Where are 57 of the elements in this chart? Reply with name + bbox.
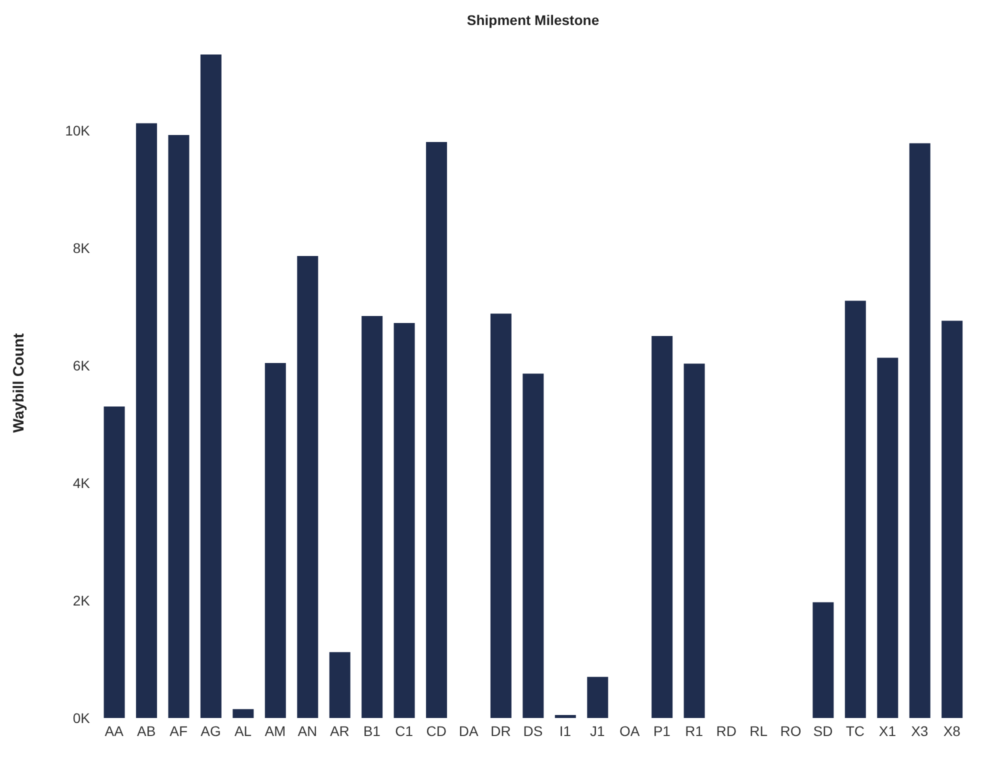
x-tick-label: I1 — [559, 722, 572, 739]
bar — [554, 715, 576, 718]
y-tick-label: 10K — [65, 122, 91, 138]
x-tick-label: AG — [200, 722, 221, 739]
bar — [200, 54, 222, 718]
x-tick-label: X8 — [943, 722, 961, 739]
bar — [264, 363, 286, 718]
x-tick-label: AF — [170, 722, 188, 739]
x-tick-label: C1 — [395, 722, 414, 739]
bar — [909, 143, 930, 718]
x-tick-label: AA — [104, 722, 124, 739]
x-tick-label: DS — [523, 722, 543, 739]
x-tick-label: RD — [716, 722, 736, 739]
y-axis-title: Waybill Count — [10, 333, 28, 433]
x-tick-label: DR — [490, 722, 511, 739]
y-tick-label: 0K — [72, 710, 91, 726]
x-tick-label: X1 — [878, 722, 896, 739]
bar — [942, 320, 963, 718]
bar — [362, 316, 383, 718]
x-tick-label: AM — [264, 722, 286, 739]
bar — [426, 142, 448, 718]
x-tick-label: AN — [298, 722, 318, 739]
bar — [394, 323, 415, 718]
x-tick-label: OA — [620, 722, 640, 739]
bar — [136, 123, 158, 718]
x-tick-label: P1 — [653, 722, 671, 739]
y-tick-label: 8K — [72, 240, 91, 256]
x-tick-label: J1 — [590, 722, 606, 739]
x-tick-label: AL — [234, 722, 252, 739]
x-tick-label: RL — [750, 722, 768, 739]
bar — [490, 314, 512, 718]
bar — [652, 336, 673, 718]
bar — [812, 602, 834, 718]
bar — [522, 374, 544, 718]
bar — [297, 256, 318, 718]
x-tick-label: CD — [426, 722, 446, 739]
y-tick-label: 6K — [72, 357, 91, 374]
bar — [844, 300, 866, 718]
y-tick-label: 4K — [72, 474, 91, 491]
x-tick-label: B1 — [363, 722, 381, 739]
x-tick-label: AR — [330, 722, 350, 739]
bar — [587, 676, 608, 718]
bar — [329, 652, 350, 718]
y-tick-label: 2K — [72, 592, 91, 608]
x-tick-label: RO — [780, 722, 802, 739]
bar — [232, 709, 254, 718]
x-tick-label: SD — [813, 722, 833, 739]
bar — [877, 358, 898, 718]
x-tick-label: AB — [136, 722, 156, 739]
x-tick-label: TC — [846, 722, 865, 739]
x-tick-label: X3 — [911, 722, 928, 739]
chart-title: Shipment Milestone — [466, 11, 600, 28]
x-tick-label: DA — [458, 722, 479, 739]
bar — [684, 364, 705, 718]
bar — [104, 406, 125, 718]
x-tick-label: R1 — [685, 722, 704, 739]
bar — [168, 134, 190, 718]
